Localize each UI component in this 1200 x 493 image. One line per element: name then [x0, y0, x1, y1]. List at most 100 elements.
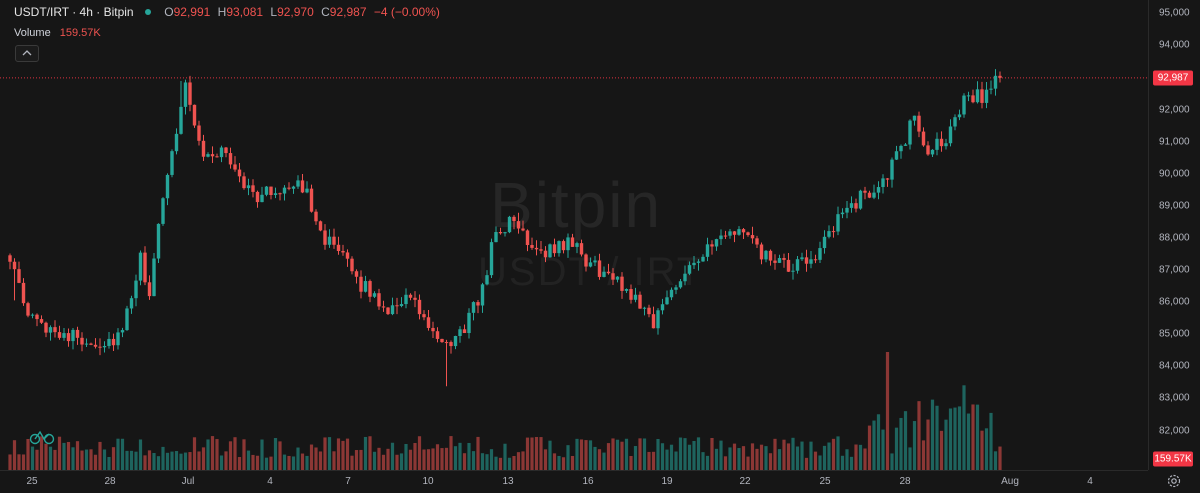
- volume-bar: [233, 437, 237, 470]
- volume-bar: [152, 452, 156, 470]
- price-tick-label: 83,000: [1159, 392, 1190, 404]
- price-tick-label: 82,000: [1159, 425, 1190, 437]
- volume-bar: [669, 444, 674, 470]
- time-axis[interactable]: 25 28 Jul 4 7 10 13 16 19 22 25 28 Aug 4: [0, 470, 1148, 493]
- candle-body: [165, 174, 170, 199]
- candle-body: [440, 338, 444, 343]
- volume-bar: [125, 450, 129, 470]
- candle-body: [975, 89, 980, 103]
- volume-bar: [215, 439, 219, 470]
- volume-bar: [993, 451, 998, 470]
- candle-body: [485, 275, 489, 285]
- volume-bar: [395, 454, 399, 470]
- volume-bar: [80, 450, 84, 470]
- candle-body: [264, 186, 269, 195]
- volume-bar: [876, 414, 881, 470]
- volume-bar: [530, 437, 534, 470]
- candle-body: [188, 82, 192, 105]
- volume-bar: [206, 439, 210, 470]
- candle-body: [768, 250, 773, 261]
- candle-body: [872, 192, 876, 198]
- candle-body: [570, 237, 575, 247]
- volume-bar: [971, 404, 975, 470]
- candle-body: [629, 289, 633, 300]
- time-tick-label: 25: [819, 476, 831, 487]
- price-pane[interactable]: Bitpin USDT / IRT USDT/IRT · 4h · Bitpin…: [0, 0, 1148, 470]
- candle-body: [575, 243, 579, 247]
- volume-bar: [561, 457, 566, 470]
- candle-body: [350, 258, 354, 272]
- candle-body: [908, 120, 912, 145]
- settings-gear-icon[interactable]: [1166, 473, 1182, 489]
- volume-bar: [624, 438, 629, 470]
- volume-bar: [188, 452, 192, 470]
- volume-bar: [84, 449, 89, 470]
- volume-bar: [872, 420, 876, 470]
- candle-body: [39, 319, 44, 323]
- candle-body: [944, 143, 948, 147]
- volume-bar: [737, 448, 741, 470]
- volume-bar: [777, 449, 782, 470]
- volume-bar: [953, 407, 957, 470]
- chevron-up-icon: [22, 50, 32, 56]
- candle-body: [993, 75, 998, 89]
- candlestick-chart[interactable]: [0, 0, 1148, 470]
- candle-body: [683, 273, 687, 282]
- candle-body: [881, 178, 885, 188]
- candle-body: [305, 188, 309, 193]
- volume-bar: [12, 440, 17, 470]
- volume-bar: [449, 436, 453, 470]
- volume-bar: [318, 451, 323, 470]
- volume-bar: [606, 443, 611, 470]
- volume-bar: [696, 437, 701, 470]
- volume-bar: [570, 455, 575, 470]
- time-tick-label: 16: [582, 476, 594, 487]
- candle-body: [863, 190, 867, 193]
- volume-legend: Volume 159.57K: [14, 27, 101, 39]
- volume-bar: [386, 448, 390, 470]
- candle-body: [332, 236, 336, 245]
- candle-body: [714, 239, 719, 247]
- candle-body: [534, 247, 539, 250]
- candle-body: [588, 262, 593, 267]
- volume-bar: [183, 452, 188, 470]
- volume-bar: [710, 437, 714, 470]
- candle-body: [705, 244, 710, 257]
- volume-label[interactable]: Volume: [14, 27, 51, 39]
- volume-bar: [363, 436, 368, 470]
- candle-body: [989, 88, 993, 90]
- volume-bar: [935, 405, 939, 470]
- volume-bar: [575, 438, 579, 470]
- candle-body: [359, 276, 363, 292]
- price-axis[interactable]: 95,00094,00093,00092,00091,00090,00089,0…: [1148, 0, 1200, 470]
- time-tick-label: 28: [104, 476, 116, 487]
- price-tick-label: 91,000: [1159, 136, 1190, 148]
- candle-body: [431, 327, 435, 332]
- volume-bar: [516, 452, 521, 470]
- volume-bar: [723, 456, 728, 470]
- candle-body: [696, 261, 701, 263]
- time-tick-label: 10: [422, 476, 434, 487]
- time-tick-label: 28: [899, 476, 911, 487]
- volume-bar: [813, 451, 818, 470]
- collapse-legend-button[interactable]: [15, 45, 39, 62]
- volume-bar: [264, 457, 269, 470]
- candle-body: [962, 95, 966, 115]
- symbol-title[interactable]: USDT/IRT · 4h · Bitpin: [14, 5, 134, 19]
- volume-value: 159.57K: [59, 27, 101, 39]
- volume-bar: [21, 454, 26, 470]
- volume-bar: [647, 451, 651, 470]
- volume-bar: [431, 448, 435, 470]
- candle-body: [237, 169, 242, 177]
- candle-body: [116, 332, 120, 346]
- candle-body: [584, 254, 588, 267]
- price-tick-label: 92,000: [1159, 104, 1190, 116]
- candle-body: [480, 284, 485, 306]
- volume-bar: [849, 456, 854, 470]
- tradingview-logo-icon[interactable]: [28, 428, 56, 446]
- volume-bar: [858, 444, 863, 470]
- volume-bar: [179, 453, 183, 470]
- candle-body: [192, 104, 197, 126]
- candle-body: [48, 327, 53, 333]
